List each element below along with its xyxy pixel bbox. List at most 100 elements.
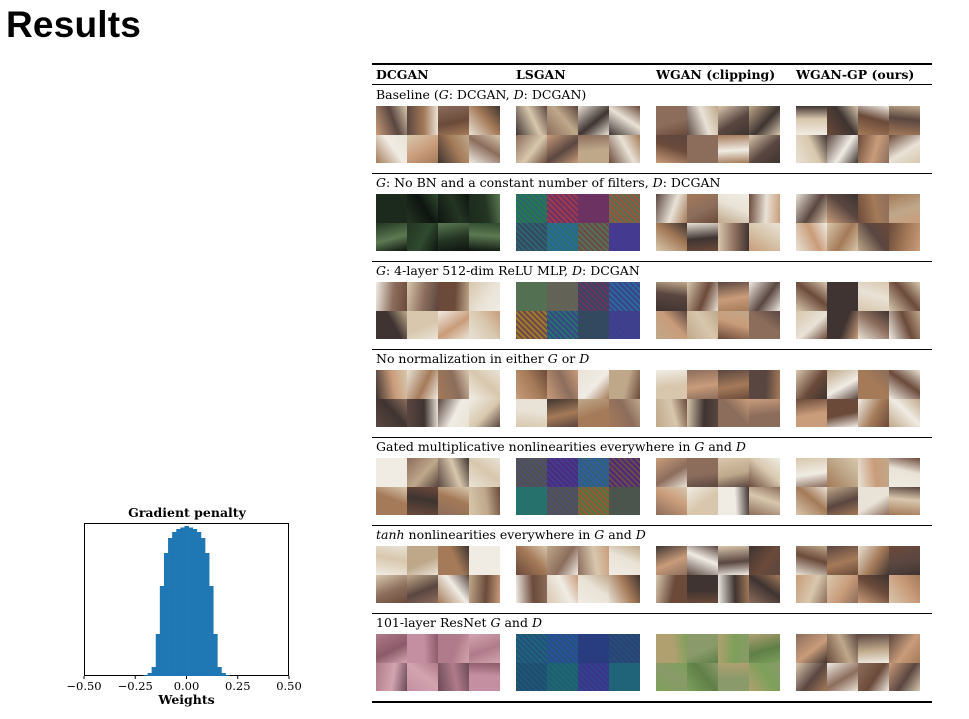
sample-image [516,662,547,691]
row-rule [372,437,932,438]
sample-image [516,574,547,603]
histogram-bar [147,673,153,676]
sample-image [516,310,547,339]
column-header-dcgan: DCGAN [376,67,429,82]
sample-image [609,194,640,223]
table-bottom-rule [372,701,932,703]
sample-image [516,458,547,487]
sample-image [376,546,407,575]
gradient-penalty-histogram: Gradient penalty −0.50 −0.25 0.00 0.25 0… [62,503,312,713]
sample-grid-bedrooms [796,370,920,427]
row-rule [372,349,932,350]
sample-image [827,574,858,603]
sample-image [376,106,407,135]
sample-grid-bedrooms [656,194,780,251]
histogram-xlabel: Weights [158,692,215,707]
sample-image [718,106,749,135]
sample-image [469,634,500,663]
sample-image [687,398,718,427]
sample-image [469,662,500,691]
sample-image [858,106,889,135]
sample-image [516,370,547,399]
sample-image [656,634,687,663]
column-header-lsgan: LSGAN [516,67,566,82]
sample-image [656,282,687,311]
table-top-rule [372,63,932,65]
sample-image [889,106,920,135]
sample-grid-noise [516,458,640,515]
sample-image [827,310,858,339]
sample-image [547,134,578,163]
histogram-bar [180,527,185,676]
sample-image [718,194,749,223]
histogram-bar [155,634,161,676]
sample-image [796,222,827,251]
sample-image [749,310,780,339]
sample-image [516,194,547,223]
sample-image [749,634,780,663]
sample-image [687,370,718,399]
sample-image [438,546,469,575]
sample-image [889,458,920,487]
sample-image [749,662,780,691]
sample-image [469,310,500,339]
sample-image [687,282,718,311]
sample-image [796,486,827,515]
sample-image [578,106,609,135]
sample-image [376,194,407,223]
sample-grid-bedrooms [796,194,920,251]
sample-grid-blue-noise [516,634,640,691]
sample-image [858,398,889,427]
sample-image [718,634,749,663]
row-caption: Gated multiplicative nonlinearities ever… [376,439,746,454]
sample-grid-bedrooms [656,458,780,515]
row-caption: G: 4-layer 512-dim ReLU MLP, D: DCGAN [376,263,640,278]
sample-image [376,634,407,663]
sample-image [889,222,920,251]
histogram-title: Gradient penalty [128,505,246,520]
sample-image [376,134,407,163]
histogram-bar [163,553,169,676]
sample-image [609,310,640,339]
sample-image [858,310,889,339]
sample-image [609,486,640,515]
sample-image [718,310,749,339]
sample-image [889,574,920,603]
sample-image [656,370,687,399]
sample-image [469,458,500,487]
sample-image [656,310,687,339]
sample-image [687,662,718,691]
sample-grid-green-pattern [656,634,780,691]
sample-image [547,486,578,515]
sample-image [438,634,469,663]
sample-image [827,546,858,575]
sample-image [796,574,827,603]
sample-grid-bedrooms [516,370,640,427]
sample-image [609,634,640,663]
sample-image [889,134,920,163]
sample-image [469,398,500,427]
column-header-wgan-clipping: WGAN (clipping) [656,67,776,82]
sample-image [796,310,827,339]
sample-image [469,486,500,515]
sample-image [656,458,687,487]
sample-image [687,634,718,663]
sample-image [578,282,609,311]
sample-image [749,106,780,135]
sample-image [609,370,640,399]
sample-image [796,398,827,427]
sample-image [407,222,438,251]
row-caption: tanh nonlinearities everywhere in G and … [376,527,646,542]
sample-image [578,634,609,663]
sample-image [578,134,609,163]
row-caption: 101-layer ResNet G and D [376,615,542,630]
sample-grid-bedrooms [376,370,500,427]
sample-image [438,134,469,163]
sample-image [827,634,858,663]
sample-grid-bedrooms [796,106,920,163]
sample-image [407,310,438,339]
sample-image [578,370,609,399]
sample-image [547,634,578,663]
sample-image [796,662,827,691]
sample-image [687,486,718,515]
